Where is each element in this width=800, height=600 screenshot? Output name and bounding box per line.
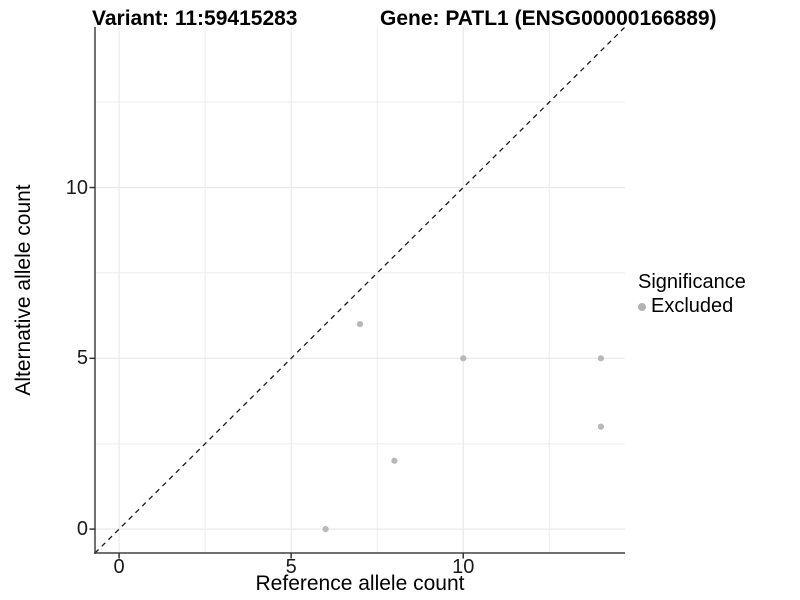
data-point (597, 355, 605, 362)
data-point (391, 457, 398, 464)
data-point (322, 525, 329, 533)
excluded-point-icon (638, 302, 646, 311)
legend-item-excluded: Excluded (638, 295, 746, 318)
y-tick-label: 0 (76, 518, 88, 541)
data-point (460, 355, 467, 362)
data-point (597, 423, 605, 430)
legend-title: Significance (638, 271, 746, 293)
x-tick-label: 0 (113, 556, 125, 578)
gene-title: Gene: PATL1 (ENSG00000166889) (380, 7, 717, 30)
identity-reference-line (94, 26, 626, 554)
variant-title: Variant: 11:59415283 (92, 7, 298, 30)
x-tick-label: 10 (452, 556, 475, 578)
data-point (356, 321, 364, 328)
legend: Significance Excluded (638, 271, 746, 318)
x-axis-title: Reference allele count (255, 572, 465, 595)
y-tick-label: 10 (65, 176, 88, 199)
y-axis-title: Alternative allele count (12, 184, 35, 396)
legend-item-label: Excluded (651, 295, 734, 317)
x-tick-label: 5 (285, 556, 297, 578)
y-tick-label: 5 (76, 347, 88, 370)
